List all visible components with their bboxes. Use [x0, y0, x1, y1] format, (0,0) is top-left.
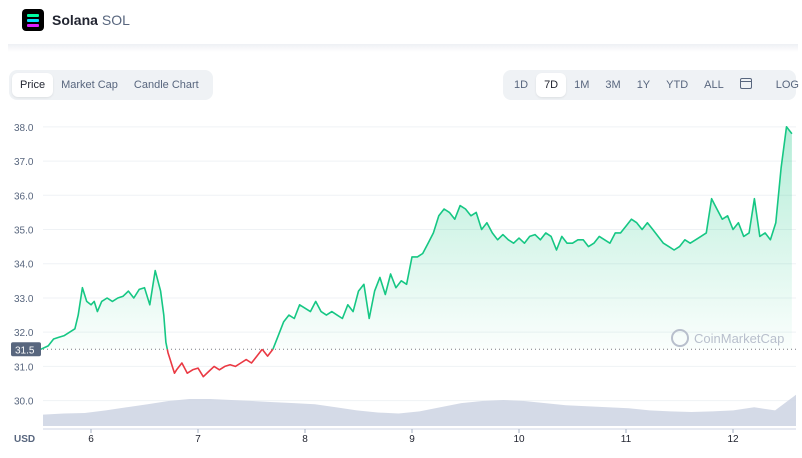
watermark-text: CoinMarketCap — [694, 331, 784, 346]
price-line-up — [40, 269, 169, 351]
x-tick-label: 8 — [302, 434, 308, 445]
range-ytd[interactable]: YTD — [666, 79, 689, 91]
x-tick-label: 6 — [88, 434, 94, 445]
time-range-selector: 1D 7D 1M 3M 1Y YTD ALL LOG — [503, 70, 799, 100]
tab-price[interactable]: Price — [12, 73, 54, 97]
x-tick-label: 10 — [513, 434, 525, 445]
y-tick-label: 35.0 — [14, 226, 34, 237]
y-tick-label: 30.0 — [14, 397, 34, 408]
y-tick-label: 31.0 — [14, 362, 34, 373]
y-tick-label: 37.0 — [14, 157, 34, 168]
coin-ticker: SOL — [101, 12, 130, 28]
reference-price-label: 31.5 — [15, 345, 35, 356]
tab-market-cap[interactable]: Market Cap — [61, 79, 118, 91]
tab-candle-chart[interactable]: Candle Chart — [133, 79, 199, 91]
y-tick-label: 38.0 — [14, 123, 34, 134]
price-chart: 38.0 37.0 36.0 35.0 34.0 33.0 32.0 31.0 30.0 31.5… — [11, 123, 796, 445]
x-tick-label: 11 — [621, 434, 632, 445]
volume-area — [43, 394, 796, 426]
coin-header: Solana SOL — [0, 0, 802, 44]
y-tick-label: 34.0 — [14, 260, 34, 271]
chart-type-tabs: Price Market Cap Candle Chart — [9, 70, 213, 100]
reference-price-badge — [11, 342, 41, 357]
solana-logo-icon — [22, 9, 44, 31]
coinmarketcap-logo-icon — [671, 329, 689, 347]
header-divider — [8, 44, 798, 52]
x-tick-label: 12 — [727, 434, 739, 445]
price-line-down — [261, 348, 274, 357]
range-1d[interactable]: 1D — [514, 79, 529, 91]
range-1y[interactable]: 1Y — [636, 79, 651, 91]
calendar-button[interactable] — [732, 73, 760, 97]
coin-name: Solana — [52, 12, 98, 28]
y-tick-label: 33.0 — [14, 294, 34, 305]
range-all[interactable]: ALL — [704, 79, 724, 91]
price-line-down — [166, 348, 263, 378]
currency-label: USD — [14, 434, 35, 445]
range-7d[interactable]: 7D — [536, 73, 567, 97]
log-scale-button[interactable]: LOG — [775, 79, 799, 91]
y-tick-label: 36.0 — [14, 191, 34, 202]
x-tick-label: 7 — [195, 434, 201, 445]
price-line-up — [272, 126, 793, 350]
y-tick-label: 32.0 — [14, 328, 34, 339]
range-1m[interactable]: 1M — [574, 79, 590, 91]
range-3m[interactable]: 3M — [605, 79, 621, 91]
calendar-icon — [739, 78, 752, 89]
price-area-fill — [40, 126, 792, 350]
coin-title: Solana SOL — [52, 12, 130, 28]
x-tick-label: 9 — [409, 434, 415, 445]
